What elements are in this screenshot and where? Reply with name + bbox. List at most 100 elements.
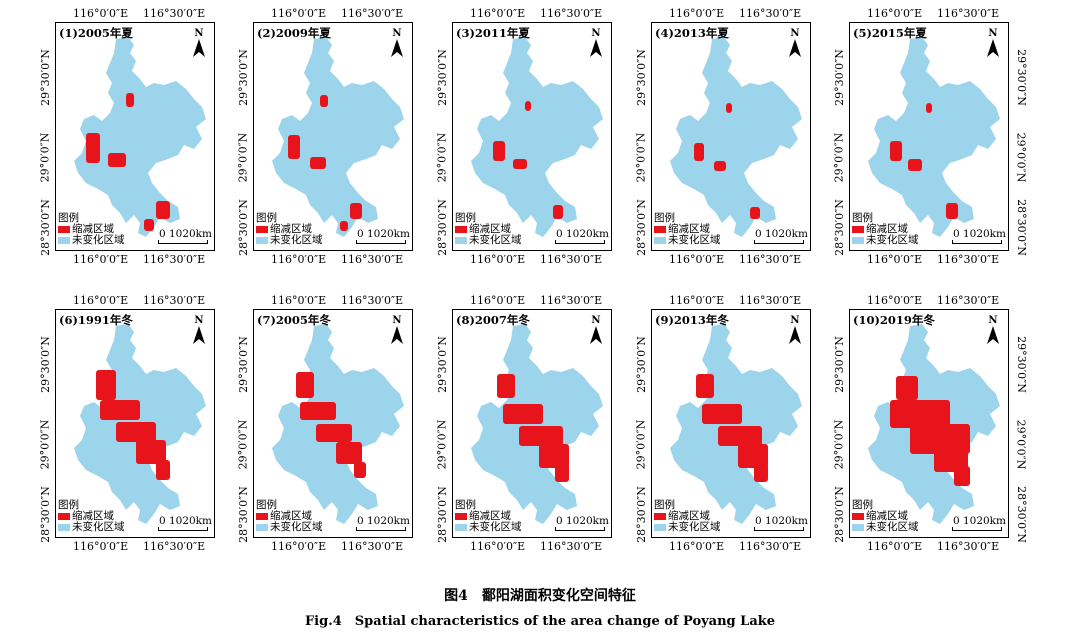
shrink-area bbox=[726, 103, 732, 113]
scale-label: 0 1020km bbox=[555, 515, 609, 527]
legend-label: 未变化区域 bbox=[866, 521, 919, 533]
map-panel: (10)2019年冬 N 图例 缩减区域 未变化区域 0 1020km bbox=[849, 309, 1009, 538]
longitude-label: 116°0′0″E bbox=[867, 253, 923, 266]
shrink-area bbox=[116, 422, 156, 442]
panel-title: (4)2013年夏 bbox=[655, 26, 729, 40]
lake-map bbox=[868, 324, 1000, 524]
latitude-label: 29°0′0″N bbox=[233, 416, 253, 472]
shrink-area bbox=[702, 404, 742, 424]
north-arrow-icon bbox=[590, 39, 602, 57]
shrink-area bbox=[144, 219, 154, 231]
north-arrow: N bbox=[984, 316, 1002, 346]
north-arrow: N bbox=[190, 29, 208, 59]
panel-title: (2)2009年夏 bbox=[257, 26, 331, 40]
latitude-label: 29°0′0″N bbox=[432, 129, 452, 185]
latitude-label: 29°30′0″N bbox=[432, 49, 452, 106]
legend-item: 缩减区域 bbox=[654, 224, 721, 235]
legend-label: 未变化区域 bbox=[72, 521, 125, 533]
unchanged-area bbox=[74, 37, 206, 237]
latitude-text: 29°30′0″N bbox=[832, 335, 846, 393]
legend-item: 缩减区域 bbox=[256, 511, 323, 522]
shrink-area bbox=[754, 464, 768, 482]
latitude-label: 28°30′0″N bbox=[631, 199, 651, 256]
legend-item: 未变化区域 bbox=[455, 522, 522, 533]
latitude-text: 28°30′0″N bbox=[832, 198, 846, 256]
legend-label: 未变化区域 bbox=[72, 234, 125, 246]
scale-bar bbox=[952, 240, 1002, 244]
legend-label: 未变化区域 bbox=[469, 521, 522, 533]
map-panel: (7)2005年冬 N 图例 缩减区域 未变化区域 0 1020km bbox=[253, 309, 413, 538]
longitude-label: 116°0′0″E bbox=[867, 7, 923, 20]
north-arrow-icon bbox=[590, 326, 602, 344]
shrink-area bbox=[718, 426, 762, 446]
scale-label: 0 1020km bbox=[754, 228, 808, 240]
lake-map bbox=[272, 324, 404, 524]
shrink-area bbox=[126, 93, 134, 107]
longitude-label: 116°30′0″E bbox=[143, 253, 206, 266]
legend-item: 未变化区域 bbox=[654, 235, 721, 246]
legend-label: 缩减区域 bbox=[469, 223, 511, 235]
lake-map bbox=[272, 37, 404, 237]
map-panel: (2)2009年夏 N 图例 缩减区域 未变化区域 0 1020km bbox=[253, 22, 413, 251]
longitude-label: 116°30′0″E bbox=[937, 7, 1000, 20]
shrink-area bbox=[288, 135, 300, 159]
legend-title: 图例 bbox=[852, 499, 873, 511]
map-legend: 图例 缩减区域 未变化区域 bbox=[58, 213, 125, 246]
legend-swatch bbox=[58, 237, 70, 244]
north-arrow: N bbox=[587, 29, 605, 59]
longitude-label: 116°30′0″E bbox=[739, 294, 802, 307]
legend-item: 未变化区域 bbox=[256, 522, 323, 533]
legend-swatch bbox=[256, 237, 268, 244]
longitude-label: 116°30′0″E bbox=[143, 7, 206, 20]
shrink-area bbox=[316, 424, 352, 442]
shrink-area bbox=[336, 442, 362, 464]
latitude-label: 28°30′0″N bbox=[432, 486, 452, 543]
north-label: N bbox=[591, 315, 601, 326]
panel-title: (8)2007年冬 bbox=[456, 313, 530, 327]
longitude-label: 116°0′0″E bbox=[73, 294, 129, 307]
latitude-text: 28°30′0″N bbox=[1014, 198, 1028, 256]
north-arrow: N bbox=[984, 29, 1002, 59]
unchanged-area bbox=[272, 37, 404, 237]
panel-title: (7)2005年冬 bbox=[257, 313, 331, 327]
longitude-label: 116°30′0″E bbox=[341, 253, 404, 266]
latitude-label: 29°30′0″N bbox=[1011, 49, 1031, 106]
legend-swatch bbox=[852, 226, 864, 233]
map-legend: 图例 缩减区域 未变化区域 bbox=[455, 213, 522, 246]
legend-title: 图例 bbox=[256, 212, 277, 224]
panel-title: (9)2013年冬 bbox=[655, 313, 729, 327]
scale-label: 0 1020km bbox=[555, 228, 609, 240]
scale-bar bbox=[158, 240, 208, 244]
latitude-text: 29°0′0″N bbox=[236, 132, 250, 182]
north-arrow-icon bbox=[789, 39, 801, 57]
legend-swatch bbox=[58, 524, 70, 531]
shrink-area bbox=[100, 400, 140, 420]
north-label: N bbox=[790, 28, 800, 39]
legend-label: 未变化区域 bbox=[270, 234, 323, 246]
shrink-area bbox=[156, 460, 170, 480]
scale-bar bbox=[952, 527, 1002, 531]
map-legend: 图例 缩减区域 未变化区域 bbox=[654, 213, 721, 246]
panel-title: (6)1991年冬 bbox=[59, 313, 133, 327]
map-panel: (1)2005年夏 N 图例 缩减区域 未变化区域 0 1020km bbox=[55, 22, 215, 251]
scale-bar bbox=[356, 527, 406, 531]
longitude-label: 116°0′0″E bbox=[470, 253, 526, 266]
shrink-area bbox=[156, 201, 170, 219]
legend-label: 缩减区域 bbox=[270, 510, 312, 522]
latitude-label: 29°30′0″N bbox=[631, 49, 651, 106]
longitude-label: 116°30′0″E bbox=[540, 540, 603, 553]
legend-swatch bbox=[455, 524, 467, 531]
unchanged-area bbox=[670, 37, 802, 237]
latitude-text: 28°30′0″N bbox=[38, 485, 52, 543]
shrink-area bbox=[354, 462, 366, 478]
legend-item: 缩减区域 bbox=[58, 511, 125, 522]
legend-swatch bbox=[455, 226, 467, 233]
latitude-label: 29°0′0″N bbox=[631, 129, 651, 185]
longitude-label: 116°0′0″E bbox=[669, 253, 725, 266]
longitude-label: 116°0′0″E bbox=[470, 7, 526, 20]
longitude-label: 116°30′0″E bbox=[143, 294, 206, 307]
scale-bar bbox=[356, 240, 406, 244]
longitude-label: 116°0′0″E bbox=[867, 540, 923, 553]
scale-bar bbox=[158, 527, 208, 531]
scale-label: 0 1020km bbox=[356, 228, 410, 240]
